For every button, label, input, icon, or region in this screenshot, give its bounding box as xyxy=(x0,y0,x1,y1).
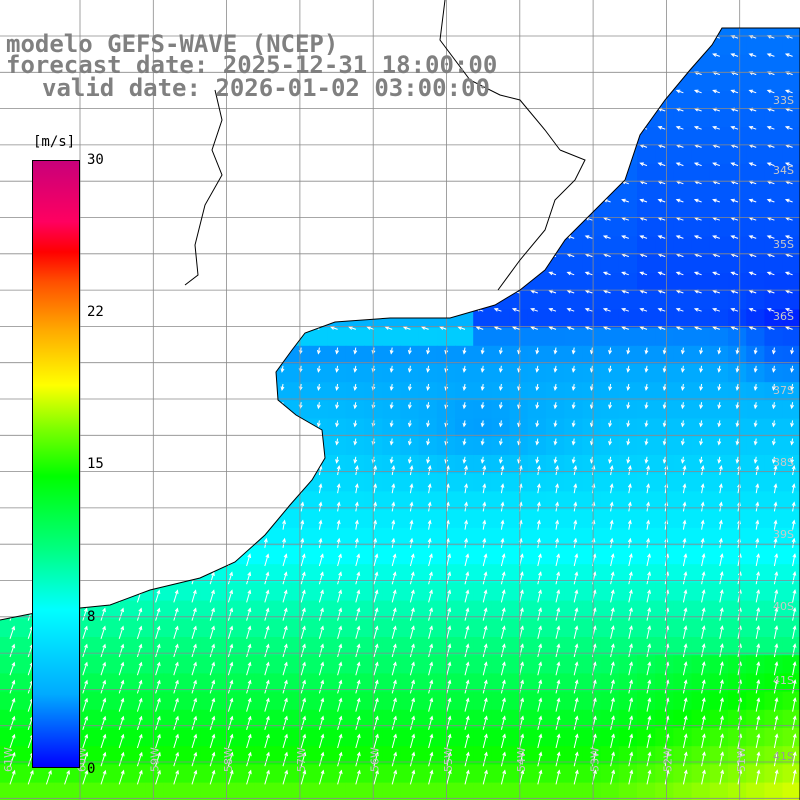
colorbar-tick-max: 30 xyxy=(87,152,104,168)
longitude-label: 59W xyxy=(149,747,162,772)
latitude-label: 41S xyxy=(773,674,794,687)
latitude-label: 34S xyxy=(773,164,794,177)
longitude-label: 61W xyxy=(2,747,15,772)
colorbar-tick-min: 0 xyxy=(87,761,96,777)
latitude-label: 37S xyxy=(773,384,794,397)
longitude-label: 57W xyxy=(295,747,308,772)
colorbar xyxy=(32,160,80,768)
longitude-label: 52W xyxy=(662,747,675,772)
latitude-label: 38S xyxy=(773,456,794,469)
colorbar-unit: [m/s] xyxy=(33,134,76,150)
longitude-label: 58W xyxy=(222,747,235,772)
latitude-label: 40S xyxy=(773,600,794,613)
model-title: modelo GEFS-WAVE (NCEP) xyxy=(6,30,339,58)
valid-date: valid date: 2026-01-02 03:00:00 xyxy=(42,74,490,102)
latitude-label: 35S xyxy=(773,238,794,251)
longitude-label: 56W xyxy=(369,747,382,772)
longitude-label: 55W xyxy=(442,747,455,772)
latitude-label: 36S xyxy=(773,310,794,323)
forecast-date: forecast date: 2025-12-31 18:00:00 xyxy=(6,51,498,79)
latitude-label: 41S xyxy=(773,750,794,763)
colorbar-tick-22: 22 xyxy=(87,304,104,320)
latitude-label: 39S xyxy=(773,528,794,541)
longitude-label: 54W xyxy=(515,747,528,772)
longitude-label: 53W xyxy=(588,747,601,772)
latitude-label: 33S xyxy=(773,94,794,107)
colorbar-tick-15: 15 xyxy=(87,456,104,472)
longitude-label: 51W xyxy=(735,747,748,772)
colorbar-tick-8: 8 xyxy=(87,609,96,625)
